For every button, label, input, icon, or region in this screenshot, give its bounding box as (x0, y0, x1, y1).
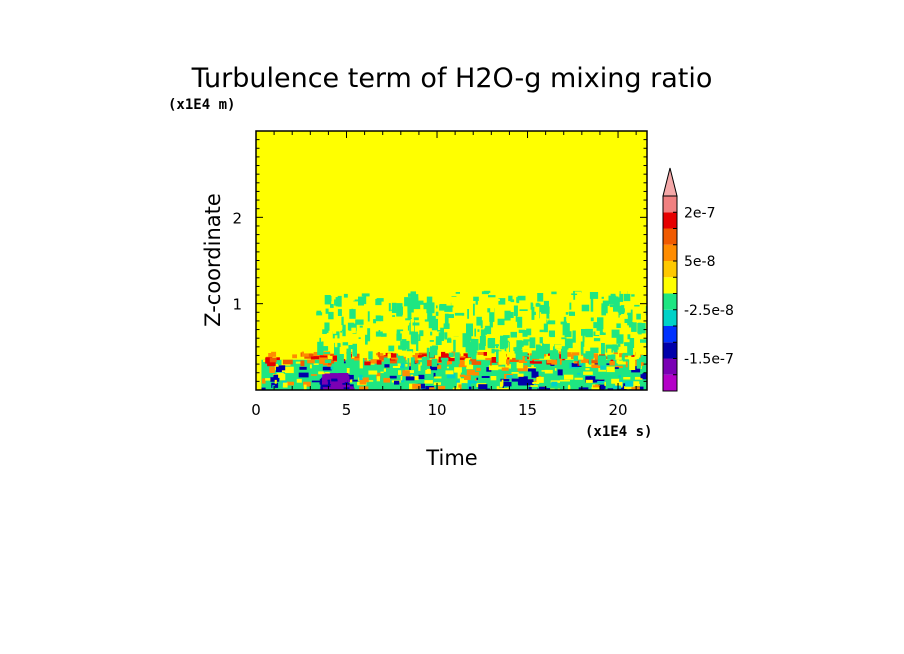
colorbar-label: -2.5e-8 (684, 303, 734, 319)
x-tick-label: 15 (518, 401, 537, 419)
x-tick-label: 20 (608, 401, 627, 419)
colorbar-segment (663, 244, 677, 261)
chart-title-group: Turbulence term of H2O-g mixing ratio (x… (168, 63, 712, 113)
x-tick-label: 0 (251, 401, 261, 419)
colorbar-label: 5e-8 (684, 254, 715, 270)
colorbar-segment (663, 358, 677, 375)
colorbar-label: -1.5e-7 (684, 352, 734, 368)
x-tick-label: 10 (427, 401, 446, 419)
y-tick-label: 1 (232, 296, 242, 314)
colorbar: 2e-7 5e-8 -2.5e-8 -1.5e-7 (662, 167, 734, 392)
x-axis: 0 5 10 15 20 (251, 131, 637, 419)
colorbar-segment (663, 342, 677, 359)
heatmap-region (319, 373, 355, 390)
colorbar-segment (663, 309, 677, 326)
y-unit-label: (x1E4 m) (168, 97, 235, 113)
x-tick-label: 5 (342, 401, 352, 419)
colorbar-segment (663, 293, 677, 310)
colorbar-segment (663, 196, 677, 213)
colorbar-segment (663, 212, 677, 229)
x-axis-label: Time (425, 446, 477, 470)
colorbar-segment (663, 326, 677, 343)
heatmap-field (261, 290, 647, 390)
heatmap-region (316, 290, 647, 371)
colorbar-segment (663, 228, 677, 245)
y-axis: 12 (232, 130, 647, 391)
chart-title: Turbulence term of H2O-g mixing ratio (191, 63, 713, 94)
y-axis-label: Z-coordinate (201, 193, 225, 327)
colorbar-segment (663, 261, 677, 278)
colorbar-label: 2e-7 (684, 205, 715, 221)
colorbar-segment (663, 374, 677, 391)
x-unit-label: (x1E4 s) (585, 424, 652, 440)
colorbar-extend-arrow (662, 167, 678, 197)
plot-area (255, 130, 648, 391)
colorbar-segment (663, 277, 677, 294)
y-tick-label: 2 (232, 209, 242, 227)
